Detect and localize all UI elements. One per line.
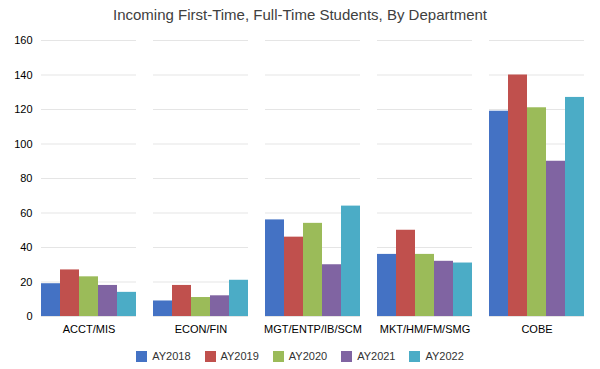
svg-text:120: 120: [14, 103, 32, 115]
html-text:AY2019: AY2019: [220, 349, 259, 362]
svg-text:40: 40: [20, 241, 32, 253]
svg-text:0: 0: [26, 310, 32, 322]
svg-text:20: 20: [20, 276, 32, 288]
svg-text:MKT/HM/FM/SMG: MKT/HM/FM/SMG: [380, 323, 470, 335]
html-text:AY2020: AY2020: [288, 349, 328, 362]
svg-text:60: 60: [20, 207, 32, 219]
html-text:AY2018: AY2018: [152, 349, 191, 362]
svg-text:ACCT/MIS: ACCT/MIS: [63, 323, 116, 335]
html-text:Incoming First-Time, Full-Time: Incoming First-Time, Full-Time Students,…: [113, 6, 487, 23]
svg-text:ECON/FIN: ECON/FIN: [175, 323, 228, 335]
svg-text:160: 160: [14, 34, 32, 46]
svg-text:100: 100: [14, 138, 32, 150]
svg-text:MGT/ENTP/IB/SCM: MGT/ENTP/IB/SCM: [264, 323, 362, 335]
svg-text:COBE: COBE: [521, 323, 552, 335]
svg-text:140: 140: [14, 69, 32, 81]
svg-text:80: 80: [20, 172, 32, 184]
html-text:AY2021: AY2021: [357, 349, 396, 362]
html-text:AY2022: AY2022: [425, 349, 464, 362]
